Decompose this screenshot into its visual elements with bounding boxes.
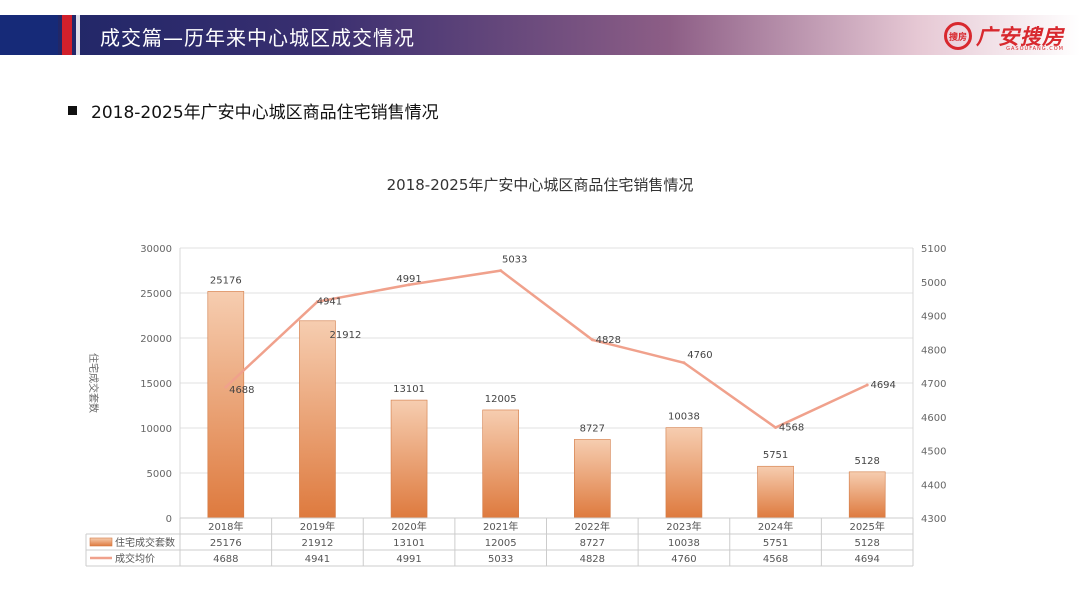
table-cell: 5751 — [763, 538, 788, 549]
bar — [574, 439, 611, 519]
bar — [299, 320, 336, 519]
line-point — [865, 383, 869, 387]
bar — [848, 471, 886, 519]
bar — [665, 427, 703, 519]
line-value-label: 4568 — [779, 423, 804, 434]
y-right-tick-label: 4700 — [921, 379, 946, 390]
section-subtitle-text: 2018-2025年广安中心城区商品住宅销售情况 — [91, 103, 439, 123]
y-left-tick-label: 0 — [166, 514, 172, 525]
y-right-tick-label: 4800 — [921, 345, 946, 356]
line-value-label: 4991 — [396, 274, 421, 285]
header-banner: 成交篇—历年来中心城区成交情况 — [0, 15, 1080, 55]
table-cell: 12005 — [485, 538, 517, 549]
table-cell: 10038 — [668, 538, 700, 549]
bar — [482, 409, 519, 519]
bar-value-label: 5128 — [854, 456, 879, 467]
y-left-tick-label: 20000 — [140, 334, 172, 345]
line-point — [407, 283, 411, 287]
x-tick-label: 2018年 — [208, 520, 243, 533]
y-left-tick-label: 15000 — [140, 379, 172, 390]
table-cell: 25176 — [210, 538, 242, 549]
banner-block-blue — [0, 15, 58, 55]
table-cell: 21912 — [302, 538, 334, 549]
table-cell: 5128 — [854, 538, 879, 549]
bar-value-label: 25176 — [210, 275, 242, 286]
bar-value-label: 10038 — [668, 412, 700, 423]
bar-value-label: 13101 — [393, 384, 425, 395]
y-left-tick-label: 25000 — [140, 289, 172, 300]
line-point — [590, 338, 594, 342]
y-left-tick-label: 10000 — [140, 424, 172, 435]
line-point — [315, 300, 319, 304]
table-cell: 4694 — [854, 554, 879, 565]
grid-lines — [180, 247, 913, 519]
bar-series — [207, 291, 886, 519]
line-point — [224, 385, 228, 389]
data-table: 2018年 25176 4688 2019年 21912 4941 2020年 13101 49… — [85, 517, 914, 567]
x-tick-label: 2024年 — [758, 520, 793, 533]
y-right-tick-label: 4600 — [921, 413, 946, 424]
legend-bar-swatch — [89, 537, 113, 547]
line-value-label: 4688 — [229, 385, 254, 396]
line-value-label: 4828 — [596, 335, 621, 346]
bar — [207, 291, 245, 519]
y-left-tick-label: 5000 — [147, 469, 172, 480]
line-value-label: 4760 — [687, 350, 712, 361]
table-cell: 4991 — [396, 554, 421, 565]
line-series — [224, 269, 869, 430]
table-cell: 13101 — [393, 538, 425, 549]
x-tick-label: 2023年 — [666, 520, 701, 533]
bar — [757, 465, 794, 519]
y-right-tick-label: 5100 — [921, 244, 946, 255]
bar — [390, 399, 428, 519]
logo: 搜房 广安搜房 GASOUFANG.COM — [944, 18, 1064, 54]
bar-value-label: 21912 — [330, 330, 362, 341]
table-cell: 4568 — [763, 554, 788, 565]
bar-value-label: 12005 — [485, 394, 517, 405]
x-tick-label: 2020年 — [391, 520, 426, 533]
x-tick-label: 2021年 — [483, 520, 518, 533]
y-right-tick-label: 4300 — [921, 514, 946, 525]
line-point — [682, 361, 686, 365]
table-cell: 5033 — [488, 554, 513, 565]
line-value-label: 4941 — [317, 297, 342, 308]
y-right-tick-label: 4500 — [921, 447, 946, 458]
x-tick-label: 2022年 — [575, 520, 610, 533]
line-path — [224, 269, 868, 429]
banner-block-white — [76, 15, 80, 55]
logo-icon: 搜房 — [944, 22, 972, 50]
table-cell: 4941 — [305, 554, 330, 565]
y-left-tick-label: 30000 — [140, 244, 172, 255]
table-cell: 4760 — [671, 554, 696, 565]
line-value-label: 4694 — [870, 380, 895, 391]
bullet-square-icon — [68, 106, 77, 115]
data-labels: 25176 21912 13101 12005 8727 10038 5751 5128 468… — [210, 255, 896, 467]
y-right-tick-label: 5000 — [921, 278, 946, 289]
logo-text: 广安搜房 — [976, 25, 1064, 49]
section-subtitle: 2018-2025年广安中心城区商品住宅销售情况 — [68, 98, 439, 123]
chart-title: 2018-2025年广安中心城区商品住宅销售情况 — [387, 176, 694, 194]
y-axis-label: 住宅成交套数 — [87, 353, 100, 413]
y-right-tick-label: 4900 — [921, 312, 946, 323]
x-tick-label: 2025年 — [849, 520, 884, 533]
logo-subtext: GASOUFANG.COM — [1006, 46, 1064, 52]
table-cell: 4828 — [580, 554, 605, 565]
bar-value-label: 8727 — [580, 423, 605, 434]
line-point — [499, 269, 503, 273]
bar-value-label: 5751 — [763, 450, 788, 461]
table-cell: 4688 — [213, 554, 238, 565]
y-right-tick-label: 4400 — [921, 480, 946, 491]
legend-bar-label: 住宅成交套数 — [115, 536, 175, 549]
line-point — [774, 426, 778, 430]
table-cell: 8727 — [580, 538, 605, 549]
page-title: 成交篇—历年来中心城区成交情况 — [100, 26, 415, 50]
x-tick-label: 2019年 — [300, 520, 335, 533]
legend-line-label: 成交均价 — [115, 552, 155, 565]
line-value-label: 5033 — [502, 255, 527, 266]
axes: 0 5000 10000 15000 20000 25000 30000 4300 4400 45… — [140, 244, 946, 525]
banner-block-red — [62, 15, 72, 55]
